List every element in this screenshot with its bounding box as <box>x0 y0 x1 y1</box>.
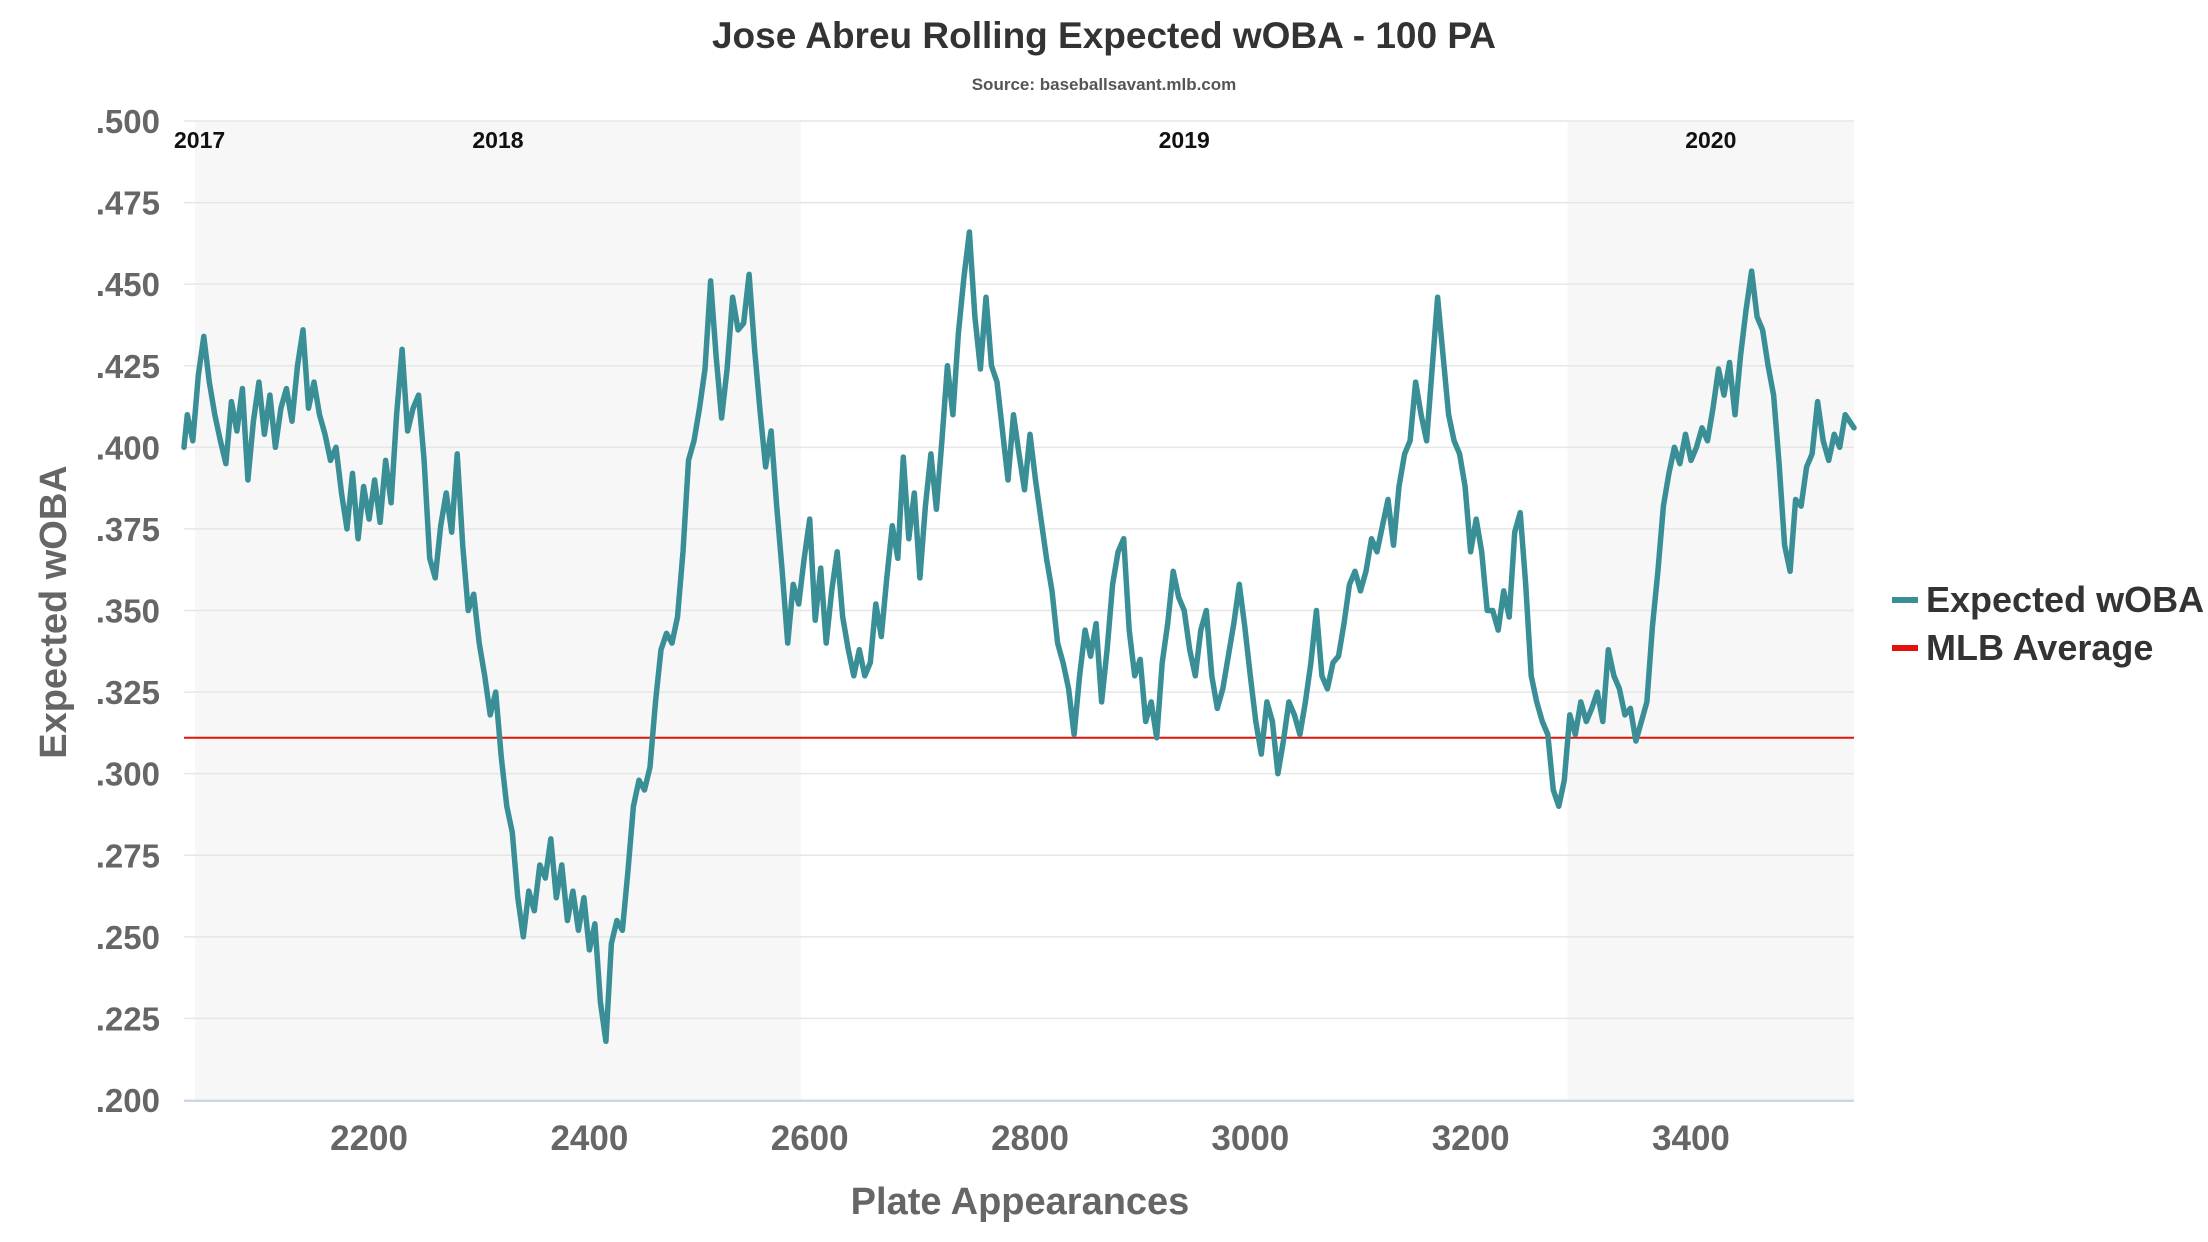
x-tick-label: 3400 <box>1652 1119 1730 1158</box>
x-tick-label: 3000 <box>1211 1119 1289 1158</box>
y-tick-label: .325 <box>96 674 160 711</box>
season-labels: 2017 2018 2019 2020 <box>174 127 1736 153</box>
season-label-2019: 2019 <box>1159 127 1210 153</box>
chart-subtitle: Source: baseballsavant.mlb.com <box>972 75 1237 94</box>
y-tick-label: .475 <box>96 185 160 222</box>
y-tick-label: .500 <box>96 103 160 140</box>
y-tick-label: .275 <box>96 837 160 874</box>
x-axis-label: Plate Appearances <box>851 1181 1190 1223</box>
y-tick-label: .300 <box>96 756 160 793</box>
y-tick-label: .200 <box>96 1082 160 1119</box>
x-axis-ticks: 2200 2400 2600 2800 3000 3200 3400 <box>330 1119 1730 1158</box>
legend-label-expected-woba: Expected wOBA <box>1926 579 2204 620</box>
y-tick-label: .225 <box>96 1000 160 1037</box>
x-tick-label: 3200 <box>1432 1119 1510 1158</box>
y-tick-label: .250 <box>96 919 160 956</box>
legend-item-expected-woba[interactable]: Expected wOBA <box>1892 579 2204 620</box>
y-tick-label: .350 <box>96 593 160 630</box>
x-tick-label: 2400 <box>550 1119 628 1158</box>
legend-label-mlb-average: MLB Average <box>1926 627 2153 668</box>
y-axis-label: Expected wOBA <box>33 465 75 759</box>
y-tick-label: .425 <box>96 348 160 385</box>
season-label-2020: 2020 <box>1685 127 1736 153</box>
chart-title: Jose Abreu Rolling Expected wOBA - 100 P… <box>712 15 1496 56</box>
expected-woba-series-line <box>181 229 1857 1045</box>
season-label-2018: 2018 <box>472 127 523 153</box>
y-tick-label: .450 <box>96 266 160 303</box>
y-axis-ticks: .200 .225 .250 .275 .300 .325 .350 .375 .400 .425… <box>96 103 160 1119</box>
y-tick-label: .400 <box>96 429 160 466</box>
legend: Expected wOBA MLB Average <box>1892 579 2204 668</box>
x-tick-label: 2600 <box>771 1119 849 1158</box>
y-tick-label: .375 <box>96 511 160 548</box>
legend-item-mlb-average[interactable]: MLB Average <box>1892 627 2153 668</box>
x-tick-label: 2800 <box>991 1119 1069 1158</box>
season-label-2017: 2017 <box>174 127 225 153</box>
x-tick-label: 2200 <box>330 1119 408 1158</box>
